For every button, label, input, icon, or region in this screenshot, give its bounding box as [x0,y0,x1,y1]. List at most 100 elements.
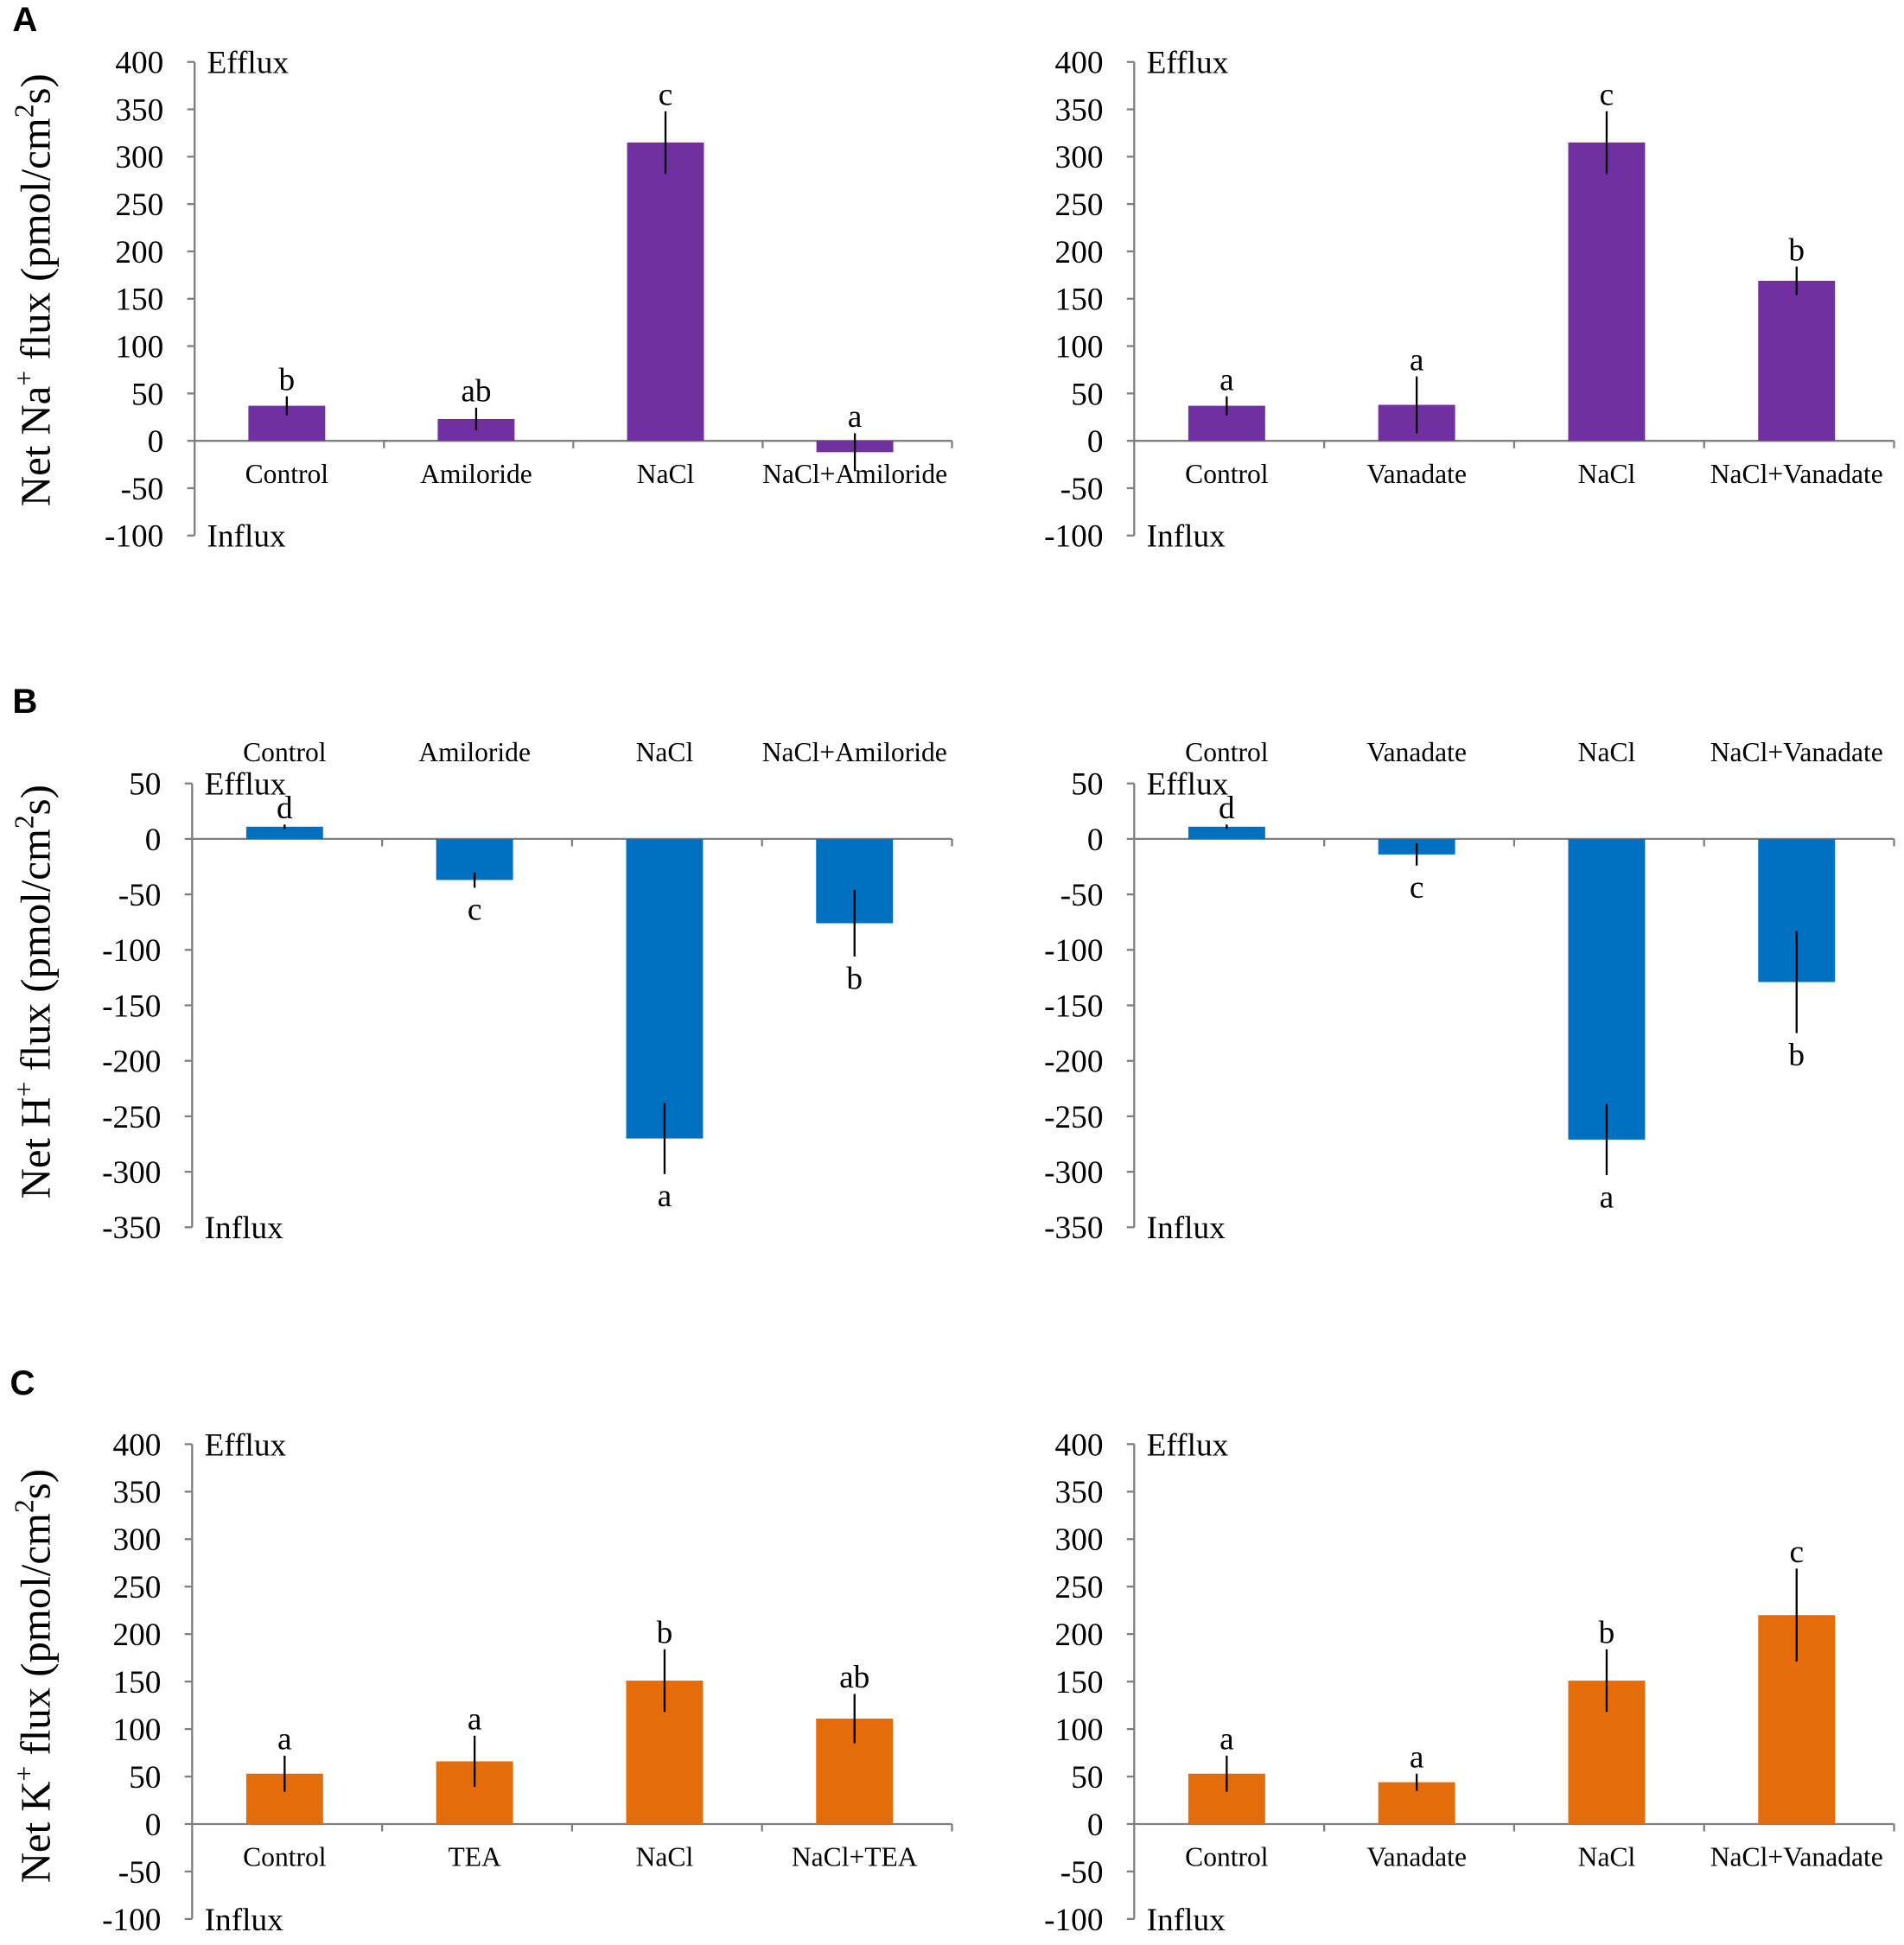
bar-nacl [1568,142,1646,442]
category-label: NaCl [637,459,695,489]
charts: 400 350 300 250 200 150 100 50 0 -50 -100 b Control a… [102,46,1895,1938]
category-label: Control [1185,737,1269,767]
efflux-label: Efflux [1147,767,1229,803]
y-title-part: flux (pmol/cm [12,1513,59,1766]
category-label: Vanadate [1366,737,1467,767]
efflux-label: Efflux [205,1427,287,1463]
y-tick-label: -50 [1060,1855,1104,1891]
y-tick-label: -100 [102,933,161,969]
chart-b-left: 50 0 -50 -100 -150 -200 -250 -300 -350 d Control c A… [102,737,953,1246]
y-tick-label: 400 [115,46,163,81]
y-tick-label: 100 [1055,1713,1104,1748]
bar-nacl [627,142,704,442]
category-label: Control [245,459,329,489]
y-title-part: s) [12,785,59,815]
category-label: NaCl+Vanadate [1710,1842,1883,1872]
y-tick-label: -50 [118,1855,162,1891]
significance-letter: b [279,362,296,397]
category-label: Amiloride [418,737,531,767]
y-tick-label: 300 [1055,1522,1104,1558]
category-label: NaCl+Amiloride [762,737,947,767]
category-label: Control [243,737,327,767]
significance-letter: b [1788,232,1805,268]
y-tick-label: 250 [1055,1570,1104,1605]
y-tick-label: 200 [1055,235,1104,270]
y-title-superscript: 2 [10,1499,40,1513]
significance-letter: b [657,1616,673,1651]
category-label: Amiloride [420,459,532,489]
significance-letter: ab [839,1660,869,1695]
category-label: NaCl [1578,1842,1636,1872]
y-tick-label: -300 [1044,1155,1103,1191]
category-label: Vanadate [1366,1842,1467,1872]
efflux-label: Efflux [1147,46,1229,81]
significance-letter: a [277,1722,292,1757]
significance-letter: c [659,78,673,113]
y-title-superscript: + [10,1082,40,1097]
y-tick-label: 100 [1055,329,1104,365]
y-tick-label: -50 [1060,878,1104,913]
y-tick-label: 0 [1087,823,1104,858]
y-tick-label: 200 [115,235,163,270]
category-label: NaCl [636,1842,694,1872]
y-title-part: Net Na [12,386,59,506]
influx-label: Influx [1147,1211,1226,1246]
influx-label: Influx [1147,519,1226,555]
significance-letter: a [1600,1179,1614,1215]
category-label: Control [1185,1842,1269,1872]
y-tick-label: -100 [1044,519,1103,555]
y-tick-label: 200 [113,1618,162,1653]
y-tick-label: 0 [148,424,164,460]
influx-label: Influx [207,519,286,555]
y-tick-label: 250 [1055,188,1104,223]
y-tick-label: 200 [1055,1618,1104,1653]
chart-c-right: 400 350 300 250 200 150 100 50 0 -50 -100 a Control a… [1044,1427,1895,1938]
y-tick-label: 50 [129,1760,161,1796]
y-tick-label: -350 [1044,1211,1103,1246]
y-tick-label: -50 [121,472,164,507]
panel-label-c: C [10,1363,35,1402]
y-tick-label: -200 [1044,1045,1103,1080]
category-label: Control [243,1842,327,1872]
panel-label-b: B [12,682,37,721]
category-label: TEA [448,1842,501,1872]
influx-label: Influx [205,1211,283,1246]
bar-nacl [626,838,704,1139]
y-tick-label: 50 [1071,377,1103,412]
significance-letter: d [277,791,293,826]
category-label: NaCl+Vanadate [1710,459,1883,489]
y-tick-label: -200 [102,1045,161,1080]
significance-letter: c [1789,1535,1804,1570]
efflux-label: Efflux [205,767,287,803]
y-tick-label: -100 [1044,933,1103,969]
y-tick-label: -250 [1044,1100,1103,1135]
chart-c-left: 400 350 300 250 200 150 100 50 0 -50 -100 a Control a… [102,1427,953,1938]
y-title-part: s) [12,1469,59,1499]
significance-letter: a [468,1702,482,1738]
y-title-superscript: + [10,371,40,386]
bar-nacl [1568,838,1646,1140]
y-tick-label: -100 [105,519,163,555]
y-tick-label: 250 [113,1570,162,1605]
significance-letter: a [1410,342,1424,378]
category-label: Vanadate [1366,459,1467,489]
y-axis-title-h: Net H+ flux (pmol/cm2s) [10,785,60,1198]
y-tick-label: 350 [1055,92,1104,128]
y-title-part: Net H [12,1097,59,1199]
y-tick-label: 0 [145,1808,162,1843]
bar-control [245,826,323,839]
significance-letter: ab [461,374,491,410]
y-title-superscript: + [10,1766,40,1782]
category-label: NaCl+Amiloride [762,459,947,489]
y-tick-label: 150 [1055,1665,1104,1700]
y-tick-label: -350 [102,1211,161,1246]
significance-letter: b [1599,1616,1615,1651]
y-title-superscript: 2 [10,815,40,829]
y-title-part: Net K [12,1781,59,1883]
y-tick-label: -50 [1060,472,1104,507]
y-tick-label: 350 [115,92,163,128]
chart-b-right: 50 0 -50 -100 -150 -200 -250 -300 -350 d Control c V… [1044,737,1895,1246]
significance-letter: a [848,399,863,435]
y-tick-label: 50 [129,767,161,803]
